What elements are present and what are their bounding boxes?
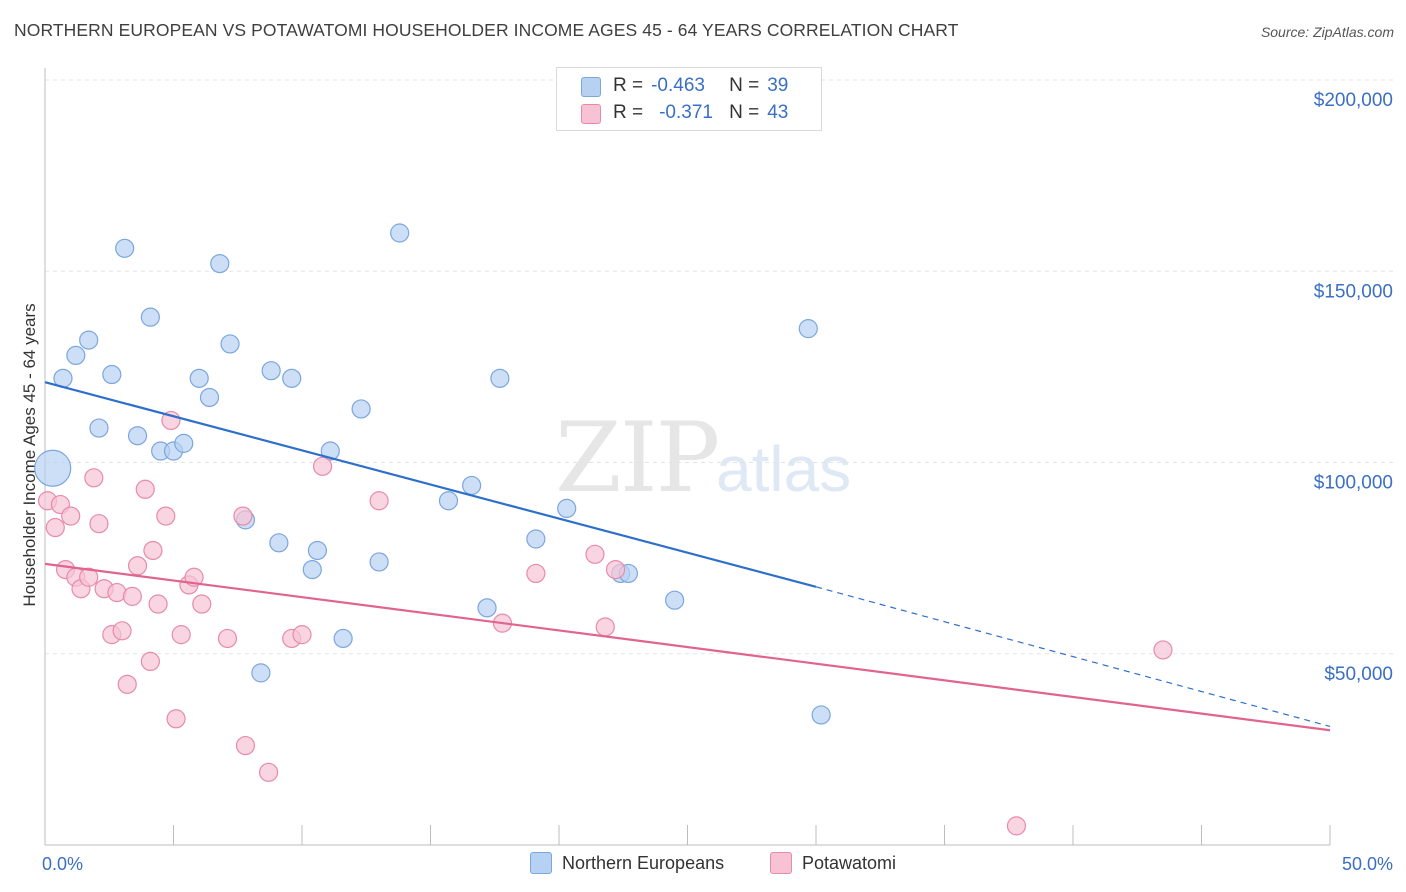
point-northern-europeans	[811, 705, 831, 725]
point-northern-europeans	[261, 361, 281, 381]
point-potawatomi	[171, 625, 191, 645]
point-potawatomi	[217, 628, 238, 649]
point-northern-europeans	[351, 399, 371, 419]
y-tick-label: $150,000	[1314, 281, 1393, 302]
y-tick-label: $50,000	[1324, 664, 1393, 685]
legend-n-value-pink: 43	[767, 102, 789, 123]
point-potawatomi	[122, 586, 142, 606]
source-label: Source: ZipAtlas.com	[1260, 24, 1394, 40]
legend-item-potawatomi: Potawatomi	[770, 852, 896, 874]
legend-swatch-potawatomi	[770, 852, 792, 874]
point-northern-europeans	[269, 533, 289, 553]
legend-r-value-pink: -0.371	[659, 102, 713, 123]
point-northern-europeans	[390, 223, 410, 243]
point-potawatomi	[84, 468, 104, 488]
legend-n-label: N =	[729, 102, 760, 123]
watermark-atlas: atlas	[716, 433, 852, 505]
chart-title: NORTHERN EUROPEAN VS POTAWATOMI HOUSEHOL…	[14, 20, 959, 40]
point-northern-europeans	[89, 418, 109, 438]
point-northern-europeans	[477, 598, 497, 618]
point-northern-europeans	[302, 559, 322, 580]
point-northern-europeans	[557, 498, 577, 518]
legend-r-value-blue: -0.463	[651, 75, 705, 96]
watermark-zip: ZIP	[555, 402, 720, 514]
point-potawatomi	[156, 506, 176, 526]
legend-label-potawatomi: Potawatomi	[802, 852, 897, 873]
point-northern-europeans	[79, 330, 99, 350]
point-northern-europeans	[307, 540, 328, 561]
point-northern-europeans	[282, 368, 302, 388]
point-potawatomi	[127, 556, 148, 576]
point-northern-europeans	[174, 433, 194, 453]
trendline-potawatomi	[44, 562, 1331, 732]
y-tick-label: $200,000	[1314, 90, 1393, 111]
point-potawatomi	[140, 651, 160, 672]
point-northern-europeans	[333, 628, 353, 649]
point-potawatomi	[61, 506, 81, 526]
point-potawatomi	[526, 563, 546, 584]
stats-legend: R = -0.463 N = 39 R = -0.371 N = 43	[556, 67, 822, 131]
point-potawatomi	[79, 567, 99, 587]
point-potawatomi	[1006, 816, 1027, 836]
point-northern-europeans	[102, 364, 122, 385]
x-tick-label-end: 50.0%	[1342, 854, 1393, 874]
legend-swatch-northern-europeans	[530, 852, 552, 874]
point-potawatomi	[117, 674, 137, 694]
point-potawatomi	[585, 544, 605, 564]
point-northern-europeans	[199, 387, 220, 408]
point-northern-europeans	[369, 552, 389, 572]
point-northern-europeans	[115, 238, 135, 258]
point-potawatomi	[235, 735, 256, 756]
point-potawatomi	[595, 617, 615, 637]
point-potawatomi	[89, 514, 109, 534]
point-northern-europeans	[438, 491, 459, 511]
point-potawatomi	[166, 709, 186, 729]
point-northern-europeans	[462, 475, 482, 496]
point-potawatomi	[135, 479, 155, 499]
point-northern-europeans	[798, 319, 818, 339]
point-northern-europeans	[34, 449, 72, 487]
trendline-extension-northern-europeans	[815, 586, 1331, 728]
point-northern-europeans	[127, 426, 148, 446]
legend-row-potawatomi: R = -0.371 N = 43	[581, 101, 789, 125]
point-northern-europeans	[320, 441, 340, 461]
point-potawatomi	[148, 594, 168, 614]
point-potawatomi	[192, 594, 212, 614]
legend-swatch-pink	[581, 104, 601, 124]
point-potawatomi	[45, 517, 65, 538]
legend-n-label: N =	[729, 75, 760, 96]
point-northern-europeans	[220, 334, 240, 354]
point-northern-europeans	[251, 663, 271, 683]
point-potawatomi	[233, 506, 253, 526]
point-potawatomi	[143, 540, 163, 561]
legend-r-label: R =	[613, 75, 644, 96]
point-potawatomi	[369, 491, 389, 511]
point-potawatomi	[112, 621, 132, 641]
point-northern-europeans	[526, 529, 546, 549]
trendline-northern-europeans	[44, 381, 817, 588]
series-legend: Northern Europeans Potawatomi	[0, 852, 1406, 878]
point-northern-europeans	[66, 345, 86, 365]
point-northern-europeans	[665, 590, 685, 610]
point-potawatomi	[292, 625, 312, 645]
y-axis-label: Householder Income Ages 45 - 64 years	[20, 303, 39, 606]
point-northern-europeans	[189, 368, 209, 388]
legend-swatch-blue	[581, 77, 601, 97]
point-northern-europeans	[140, 307, 160, 327]
point-northern-europeans	[210, 254, 230, 274]
legend-item-northern-europeans: Northern Europeans	[530, 852, 724, 874]
y-tick-label: $100,000	[1314, 473, 1393, 494]
point-northern-europeans	[490, 368, 510, 388]
point-potawatomi	[1153, 640, 1173, 660]
legend-row-northern-europeans: R = -0.463 N = 39	[581, 74, 789, 98]
point-potawatomi	[258, 762, 279, 782]
x-tick-label-start: 0.0%	[42, 854, 83, 874]
point-potawatomi	[312, 456, 333, 476]
legend-n-value-blue: 39	[767, 75, 789, 96]
point-potawatomi	[605, 559, 626, 580]
legend-r-label: R =	[613, 102, 644, 123]
legend-label-northern-europeans: Northern Europeans	[562, 852, 725, 873]
